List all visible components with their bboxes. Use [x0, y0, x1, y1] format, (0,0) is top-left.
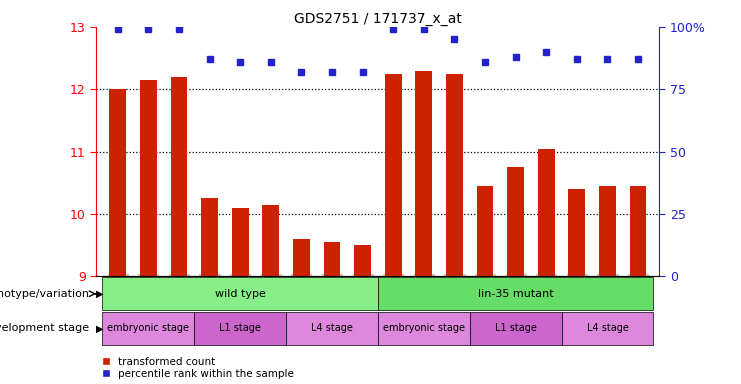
Text: L4 stage: L4 stage — [311, 323, 353, 333]
Bar — [102, 312, 194, 345]
Bar — [378, 277, 654, 310]
Text: embryonic stage: embryonic stage — [107, 323, 190, 333]
Bar — [508, 167, 524, 276]
Text: L1 stage: L1 stage — [495, 323, 536, 333]
Bar — [446, 74, 463, 276]
Bar — [354, 245, 371, 276]
Text: embryonic stage: embryonic stage — [383, 323, 465, 333]
Bar — [140, 80, 157, 276]
Bar — [170, 77, 187, 276]
Text: development stage: development stage — [0, 323, 89, 333]
Bar — [194, 312, 286, 345]
Text: genotype/variation: genotype/variation — [0, 289, 89, 299]
Text: lin-35 mutant: lin-35 mutant — [478, 289, 554, 299]
Text: ▶: ▶ — [96, 289, 103, 299]
Bar — [568, 189, 585, 276]
Title: GDS2751 / 171737_x_at: GDS2751 / 171737_x_at — [294, 12, 462, 26]
Text: wild type: wild type — [215, 289, 265, 299]
Bar — [102, 277, 378, 310]
Bar — [630, 186, 646, 276]
Bar — [324, 242, 340, 276]
Bar — [262, 205, 279, 276]
Bar — [416, 71, 432, 276]
Bar — [378, 312, 470, 345]
Bar — [201, 199, 218, 276]
Bar — [293, 239, 310, 276]
Bar — [476, 186, 494, 276]
Bar — [286, 312, 378, 345]
Text: L4 stage: L4 stage — [587, 323, 628, 333]
Bar — [110, 89, 126, 276]
Bar — [599, 186, 616, 276]
Bar — [385, 74, 402, 276]
Text: ▶: ▶ — [96, 323, 103, 333]
Legend: transformed count, percentile rank within the sample: transformed count, percentile rank withi… — [102, 357, 294, 379]
Bar — [232, 208, 248, 276]
Bar — [562, 312, 654, 345]
Text: L1 stage: L1 stage — [219, 323, 261, 333]
Bar — [538, 149, 555, 276]
Bar — [470, 312, 562, 345]
